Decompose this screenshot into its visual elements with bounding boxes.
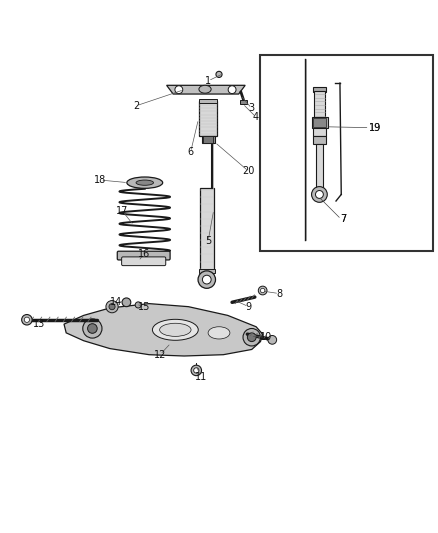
Text: 10: 10	[260, 332, 272, 342]
Ellipse shape	[136, 180, 153, 185]
Circle shape	[243, 328, 261, 346]
Text: 6: 6	[187, 147, 194, 157]
Text: 1: 1	[205, 76, 211, 86]
Text: 14: 14	[110, 297, 123, 308]
Circle shape	[202, 275, 211, 284]
Circle shape	[109, 304, 115, 310]
Circle shape	[268, 335, 277, 344]
Circle shape	[24, 317, 29, 322]
FancyBboxPatch shape	[313, 118, 325, 127]
Text: 18: 18	[94, 175, 106, 185]
FancyBboxPatch shape	[314, 91, 325, 118]
Circle shape	[106, 301, 118, 313]
Circle shape	[175, 86, 183, 94]
Text: 2: 2	[133, 101, 139, 111]
Text: 5: 5	[205, 236, 211, 246]
Text: 13: 13	[33, 319, 45, 329]
FancyBboxPatch shape	[200, 188, 214, 271]
Text: 12: 12	[154, 350, 166, 360]
FancyBboxPatch shape	[199, 269, 215, 273]
FancyBboxPatch shape	[199, 101, 217, 135]
Text: 15: 15	[138, 302, 150, 312]
FancyBboxPatch shape	[316, 144, 323, 188]
Circle shape	[198, 271, 215, 288]
Text: 16: 16	[138, 249, 150, 259]
Bar	[261, 55, 433, 251]
Circle shape	[311, 187, 327, 203]
Text: 7: 7	[340, 214, 346, 224]
Text: 7: 7	[340, 214, 346, 224]
FancyBboxPatch shape	[313, 128, 325, 135]
Text: 9: 9	[246, 302, 252, 312]
Circle shape	[315, 190, 323, 198]
Circle shape	[247, 333, 256, 342]
Text: 8: 8	[276, 288, 283, 298]
Circle shape	[88, 324, 97, 333]
Text: 19: 19	[369, 123, 381, 133]
Circle shape	[21, 314, 32, 325]
FancyBboxPatch shape	[313, 135, 325, 144]
Text: 11: 11	[194, 372, 207, 382]
Circle shape	[258, 286, 267, 295]
Circle shape	[122, 298, 131, 306]
Ellipse shape	[159, 323, 191, 336]
Circle shape	[135, 302, 141, 308]
Circle shape	[83, 319, 102, 338]
FancyBboxPatch shape	[240, 100, 247, 104]
Text: 19: 19	[369, 123, 381, 133]
Circle shape	[191, 365, 201, 376]
Polygon shape	[166, 85, 245, 94]
Circle shape	[216, 71, 222, 77]
FancyBboxPatch shape	[117, 251, 170, 260]
Circle shape	[228, 86, 236, 94]
Text: 4: 4	[253, 112, 259, 122]
FancyBboxPatch shape	[311, 117, 328, 128]
Ellipse shape	[208, 327, 230, 339]
Circle shape	[194, 368, 199, 373]
FancyBboxPatch shape	[203, 136, 213, 142]
Text: 3: 3	[249, 103, 255, 114]
Ellipse shape	[152, 319, 198, 340]
FancyBboxPatch shape	[199, 99, 217, 103]
Circle shape	[261, 288, 265, 293]
Ellipse shape	[127, 177, 162, 188]
Text: 20: 20	[243, 166, 255, 176]
FancyBboxPatch shape	[122, 257, 166, 265]
Text: 17: 17	[116, 206, 128, 216]
FancyBboxPatch shape	[201, 135, 215, 143]
Ellipse shape	[199, 85, 211, 93]
FancyBboxPatch shape	[313, 87, 326, 92]
Polygon shape	[64, 304, 263, 356]
